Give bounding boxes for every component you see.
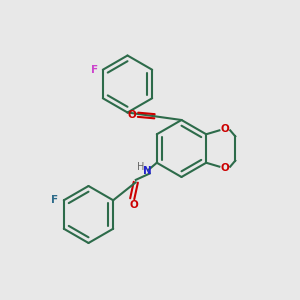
Text: N: N [143,166,152,176]
Text: H: H [137,162,144,172]
Text: O: O [220,124,229,134]
Text: O: O [128,110,136,120]
Text: F: F [51,195,58,205]
Text: F: F [91,65,98,75]
Text: O: O [129,200,138,210]
Text: O: O [220,163,229,173]
